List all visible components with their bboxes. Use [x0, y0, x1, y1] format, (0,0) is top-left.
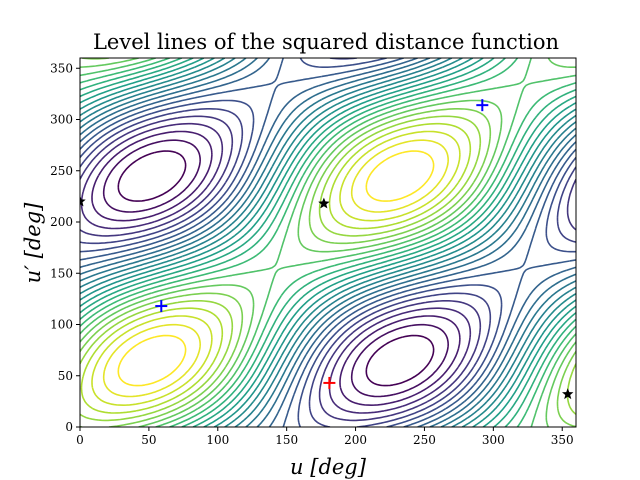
minimum-marker [476, 99, 489, 112]
minimum-marker [155, 300, 168, 313]
x-tick-label: 50 [141, 433, 156, 447]
contour-level [80, 58, 576, 427]
contour-level [80, 122, 472, 414]
x-tick-label: 300 [482, 433, 505, 447]
y-tick-label: 200 [50, 215, 73, 229]
contour-level [102, 139, 449, 398]
x-tick-label: 200 [344, 433, 367, 447]
y-tick-label: 50 [58, 369, 73, 383]
saddle-marker [80, 195, 86, 207]
y-tick-label: 250 [50, 164, 73, 178]
critical-point-markers [80, 99, 574, 400]
contour-level [80, 58, 576, 427]
contour-level [80, 58, 576, 427]
contour-level [102, 139, 449, 398]
y-tick-label: 100 [50, 318, 73, 332]
contour-lines [80, 58, 576, 427]
x-axis-ticks: 0 50 100 150 200 250 300 350 [76, 427, 574, 447]
contour-level [117, 150, 435, 387]
contour-level [91, 130, 461, 406]
plot-frame [79, 57, 577, 428]
x-tick-label: 100 [206, 433, 229, 447]
contour-level [80, 58, 576, 427]
y-axis-ticks: 0 50 100 150 200 250 300 350 [50, 61, 80, 434]
contour-level [80, 115, 576, 422]
contour-level [80, 58, 576, 427]
x-tick-label: 150 [275, 433, 298, 447]
y-tick-label: 350 [50, 61, 73, 75]
y-tick-label: 0 [65, 420, 73, 434]
x-tick-label: 250 [413, 433, 436, 447]
y-axis-label: u′ [deg] [21, 202, 45, 283]
contour-level [117, 150, 435, 387]
x-tick-label: 0 [76, 433, 84, 447]
contour-level [80, 58, 576, 427]
contour-level [80, 122, 472, 414]
contour-level [80, 58, 576, 427]
y-tick-label: 150 [50, 266, 73, 280]
contour-level [80, 58, 576, 427]
x-axis-label: u [deg] [290, 455, 367, 479]
saddle-marker [562, 388, 574, 400]
x-tick-label: 350 [551, 433, 574, 447]
contour-level [91, 130, 461, 406]
y-tick-label: 300 [50, 113, 73, 127]
contour-level [80, 115, 576, 422]
saddle-marker [318, 197, 330, 209]
maximum-marker [323, 376, 336, 389]
chart-title: Level lines of the squared distance func… [93, 30, 559, 54]
